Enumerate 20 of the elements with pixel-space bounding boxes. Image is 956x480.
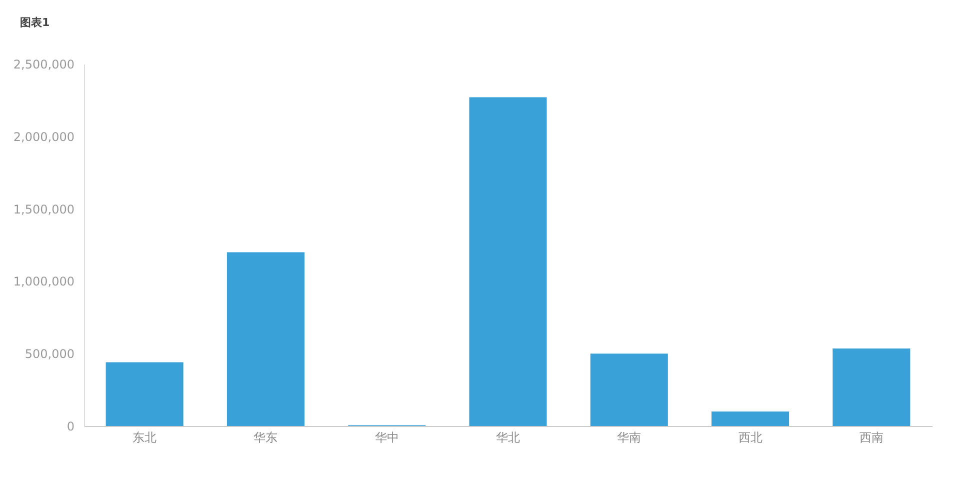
- y-tick-label: 2,500,000: [13, 58, 74, 72]
- x-tick-label: 西南: [859, 430, 884, 444]
- x-tick-label: 西北: [738, 430, 762, 444]
- x-tick-label: 华东: [254, 430, 278, 444]
- bar: [832, 348, 910, 426]
- bar: [712, 412, 790, 426]
- bar: [469, 97, 547, 426]
- chart-title: 图表1: [20, 16, 50, 29]
- y-tick-label: 0: [66, 420, 74, 434]
- bar: [106, 362, 184, 426]
- bar: [590, 354, 668, 426]
- y-tick-label: 1,500,000: [13, 202, 74, 216]
- x-tick-label: 华北: [496, 430, 520, 444]
- bar: [226, 252, 304, 426]
- x-tick-label: 华南: [617, 430, 642, 444]
- y-tick-label: 2,000,000: [13, 130, 74, 144]
- x-tick-label: 华中: [374, 430, 399, 444]
- y-tick-label: 1,000,000: [13, 274, 74, 289]
- x-tick-label: 东北: [132, 430, 157, 444]
- y-tick-label: 500,000: [24, 347, 74, 362]
